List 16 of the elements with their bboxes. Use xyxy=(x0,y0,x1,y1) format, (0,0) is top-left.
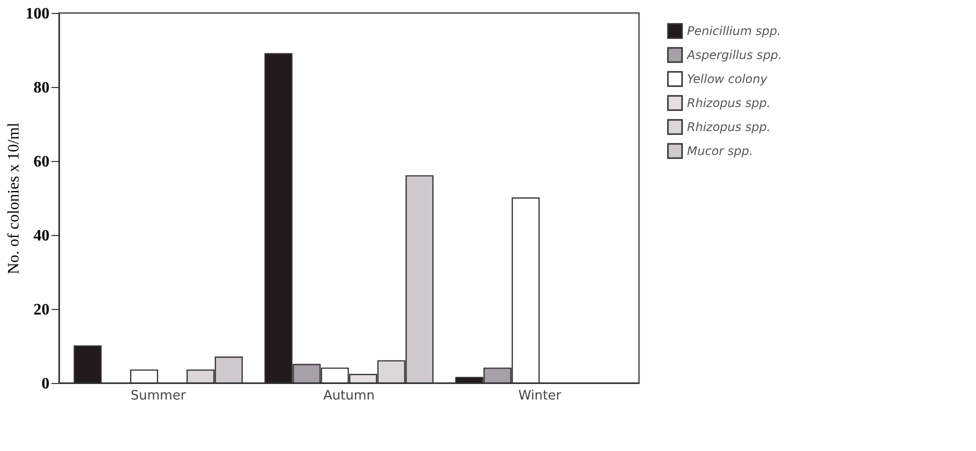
y-tick-label: 40 xyxy=(34,228,50,244)
y-tick-label: 0 xyxy=(42,376,50,392)
legend-label: Aspergillus spp. xyxy=(686,48,782,62)
y-tick-label: 60 xyxy=(34,154,50,170)
legend-label: Mucor spp. xyxy=(687,144,753,158)
legend-label: Rhizopus spp. xyxy=(687,96,771,110)
y-axis-title: No. of colonies x 10/ml xyxy=(6,122,22,274)
y-tick-label: 80 xyxy=(34,80,50,96)
legend-label: Yellow colony xyxy=(687,72,768,86)
y-tick-label: 100 xyxy=(26,6,50,22)
x-tick-label: Summer xyxy=(130,388,186,404)
x-tick-label: Autumn xyxy=(323,388,375,404)
legend-label: Rhizopus spp. xyxy=(687,120,771,134)
x-tick-label: Winter xyxy=(518,388,562,404)
y-tick-label: 20 xyxy=(34,302,50,318)
legend-label: Penicillium spp. xyxy=(687,24,781,38)
